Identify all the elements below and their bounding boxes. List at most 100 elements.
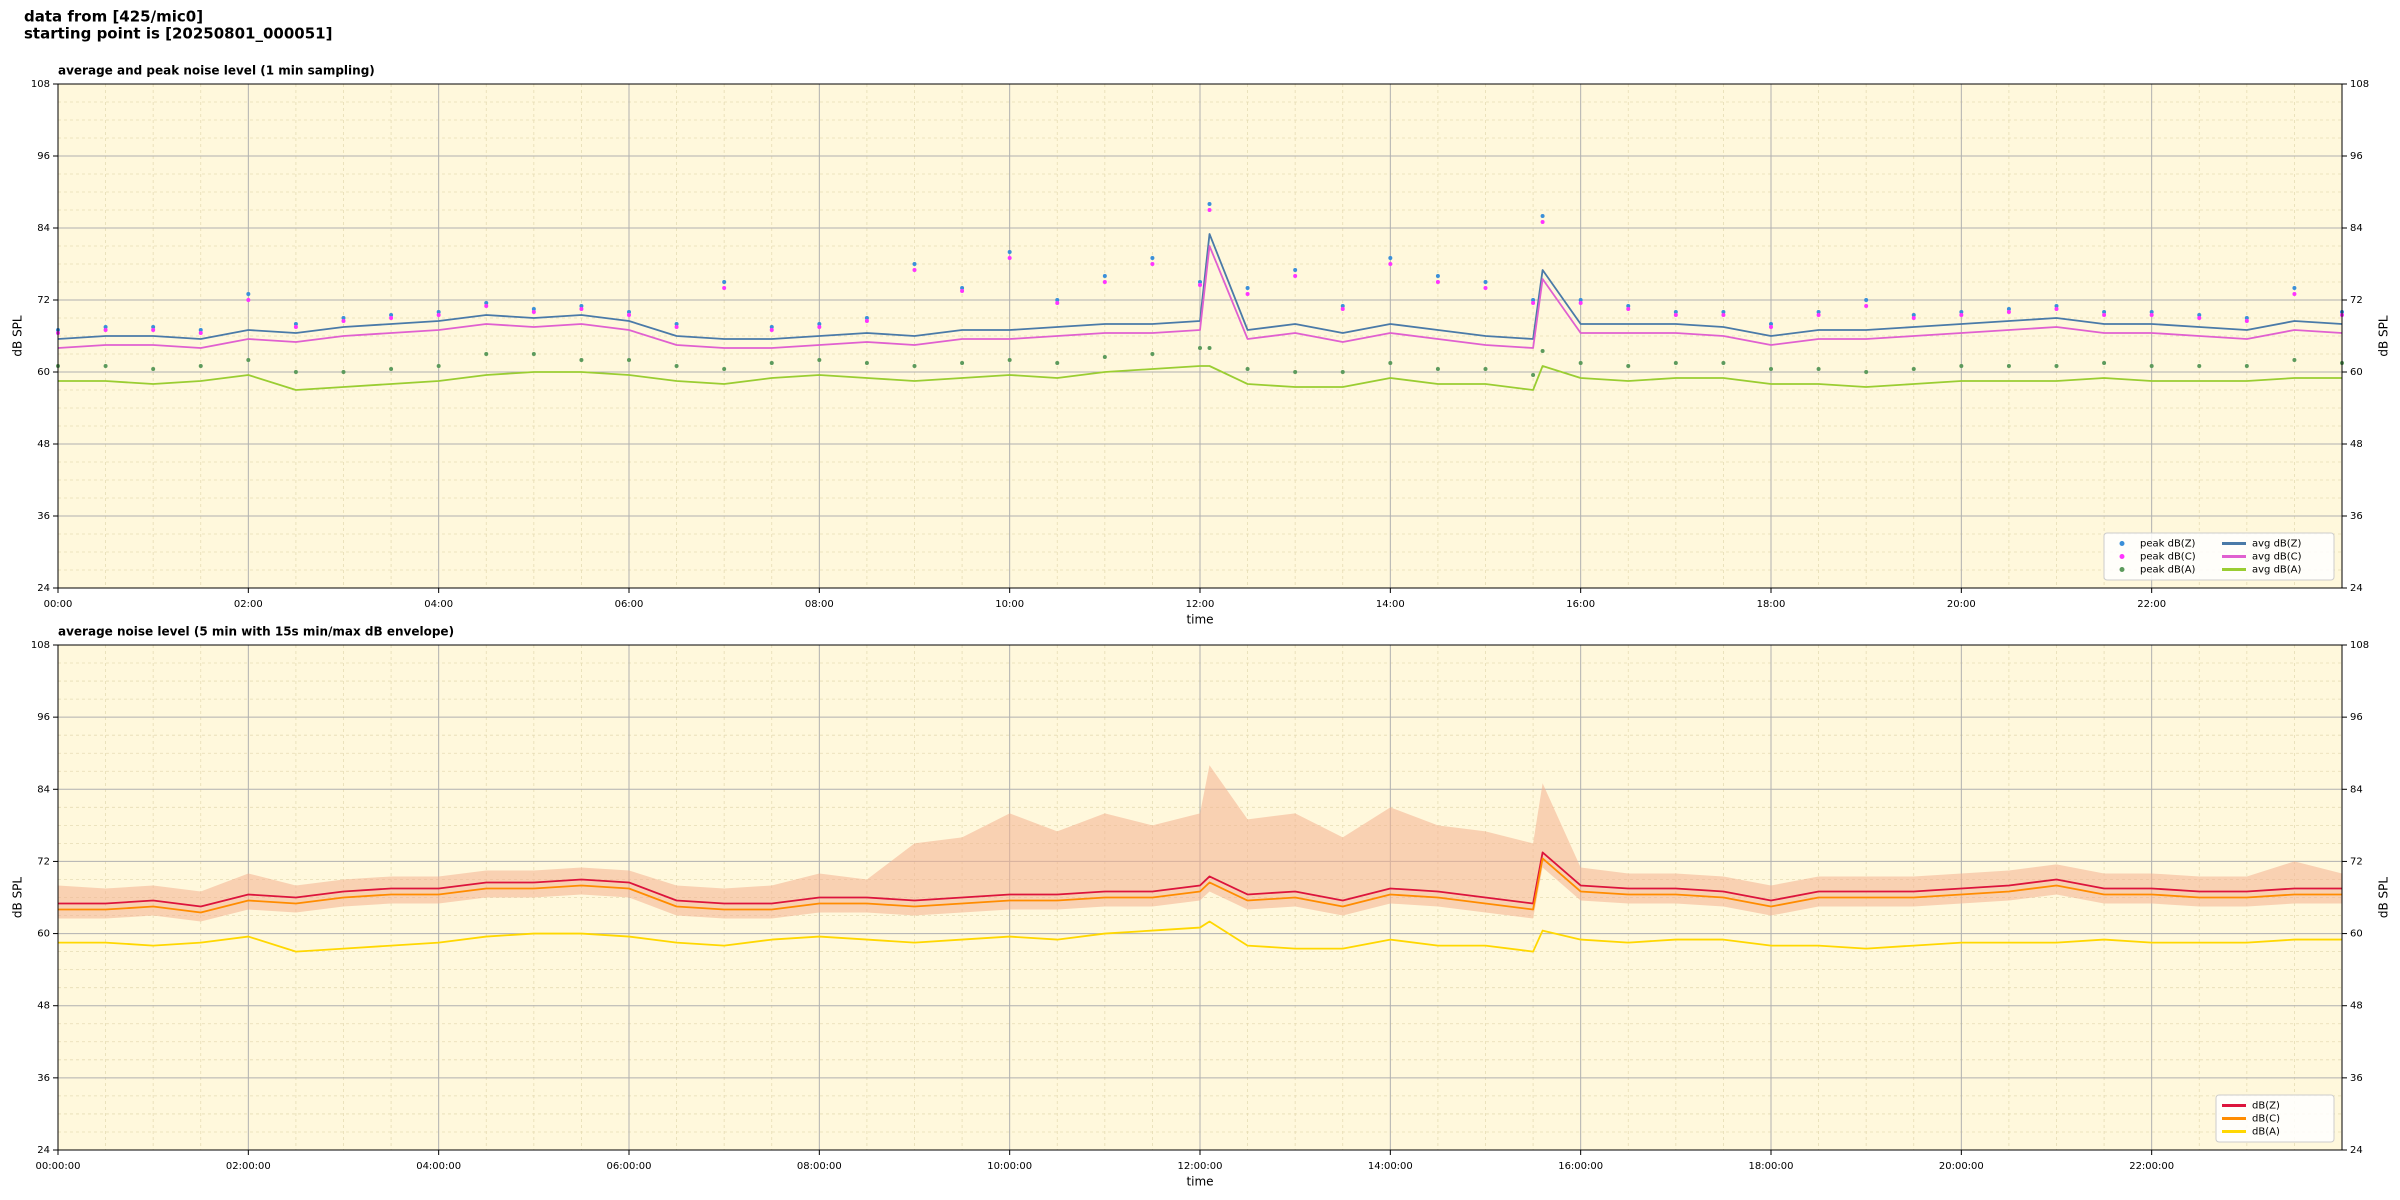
peak-point xyxy=(1150,352,1155,356)
peak-point xyxy=(1673,361,1678,365)
peak-point xyxy=(1007,250,1012,254)
legend-label: avg dB(Z) xyxy=(2252,539,2302,550)
y-tick-label: 36 xyxy=(37,511,50,522)
y-tick-label: 72 xyxy=(2350,856,2363,867)
peak-point xyxy=(1435,280,1440,284)
x-tick-label: 20:00 xyxy=(1947,599,1976,610)
peak-point xyxy=(1959,310,1964,314)
legend-box xyxy=(2103,532,2335,581)
peak-point xyxy=(246,298,251,302)
peak-point xyxy=(1207,202,1212,206)
peak-point xyxy=(1626,307,1631,311)
peak-point xyxy=(960,286,965,290)
x-axis-label: time xyxy=(1186,1175,1213,1189)
peak-point xyxy=(389,313,394,317)
peak-point xyxy=(531,352,536,356)
header-line: starting point is [20250801_000051] xyxy=(24,25,332,43)
peak-point xyxy=(341,316,346,320)
peak-point xyxy=(2054,307,2059,311)
peak-point xyxy=(1207,346,1212,350)
peak-point xyxy=(1721,313,1726,317)
peak-point xyxy=(1245,367,1250,371)
peak-point xyxy=(1483,367,1488,371)
peak-point xyxy=(2149,364,2154,368)
x-tick-label: 18:00 xyxy=(1757,599,1786,610)
peak-point xyxy=(2102,313,2107,317)
y-tick-label: 96 xyxy=(2350,151,2363,162)
peak-point xyxy=(293,370,298,374)
peak-point xyxy=(579,304,584,308)
peak-point xyxy=(579,358,584,362)
peak-point xyxy=(198,331,203,335)
peak-point xyxy=(1435,367,1440,371)
peak-point xyxy=(864,361,869,365)
peak-point xyxy=(1673,313,1678,317)
x-tick-label: 20:00:00 xyxy=(1939,1161,1984,1172)
peak-point xyxy=(1293,370,1298,374)
series-line xyxy=(58,857,2342,914)
peak-point xyxy=(246,292,251,296)
legend-label: peak dB(A) xyxy=(2140,565,2196,576)
legend-swatch xyxy=(2119,567,2125,572)
peak-point xyxy=(864,319,869,323)
x-tick-label: 06:00:00 xyxy=(607,1161,652,1172)
peak-point xyxy=(769,361,774,365)
peak-point xyxy=(151,325,156,329)
peak-point xyxy=(1483,286,1488,290)
peak-point xyxy=(103,364,108,368)
x-tick-label: 16:00:00 xyxy=(1558,1161,1603,1172)
peak-point xyxy=(1198,280,1202,284)
legend-swatch xyxy=(2119,541,2125,546)
x-tick-label: 06:00 xyxy=(615,599,644,610)
peak-point xyxy=(2149,313,2154,317)
peak-point xyxy=(151,367,156,371)
peak-point xyxy=(2244,364,2249,368)
plot-frame xyxy=(57,83,2343,589)
peak-point xyxy=(1055,361,1060,365)
legend-label: dB(A) xyxy=(2252,1127,2280,1138)
peak-point xyxy=(1435,274,1440,278)
peak-point xyxy=(1673,310,1678,314)
y-axis-label: dB SPL xyxy=(2377,315,2391,357)
y-tick-label: 72 xyxy=(2350,295,2363,306)
peak-point xyxy=(1540,349,1545,353)
peak-point xyxy=(1578,298,1583,302)
y-tick-label: 24 xyxy=(2350,583,2363,594)
peak-point xyxy=(1198,283,1202,287)
peak-point xyxy=(1150,256,1155,260)
y-axis-label: dB SPL xyxy=(2377,877,2391,919)
y-tick-label: 108 xyxy=(31,640,50,651)
peak-point xyxy=(722,286,727,290)
peak-point xyxy=(1388,256,1393,260)
peak-point xyxy=(2006,307,2011,311)
peak-point xyxy=(912,364,917,368)
y-tick-label: 96 xyxy=(37,712,50,723)
peak-point xyxy=(1293,274,1298,278)
x-tick-label: 14:00:00 xyxy=(1368,1161,1413,1172)
peak-point xyxy=(2102,310,2107,314)
peak-point xyxy=(1769,325,1773,329)
y-tick-label: 84 xyxy=(2350,223,2363,234)
series-line xyxy=(58,365,2342,391)
peak-point xyxy=(579,307,584,311)
peak-point xyxy=(960,361,965,365)
peak-point xyxy=(1207,208,1212,212)
x-tick-label: 12:00 xyxy=(1186,599,1215,610)
peak-point xyxy=(817,325,822,329)
peak-point xyxy=(817,322,822,326)
peak-point xyxy=(389,367,394,371)
peak-point xyxy=(1102,274,1107,278)
peak-point xyxy=(1721,310,1726,314)
y-axis-label: dB SPL xyxy=(11,315,25,357)
peak-point xyxy=(1816,310,1821,314)
peak-point xyxy=(2244,316,2249,320)
x-tick-label: 02:00 xyxy=(234,599,263,610)
y-tick-label: 60 xyxy=(37,929,50,940)
peak-point xyxy=(436,313,441,317)
peak-point xyxy=(1540,220,1545,224)
peak-point xyxy=(1864,304,1869,308)
peak-point xyxy=(674,364,679,368)
peak-point xyxy=(103,325,108,329)
peak-point xyxy=(1007,256,1012,260)
